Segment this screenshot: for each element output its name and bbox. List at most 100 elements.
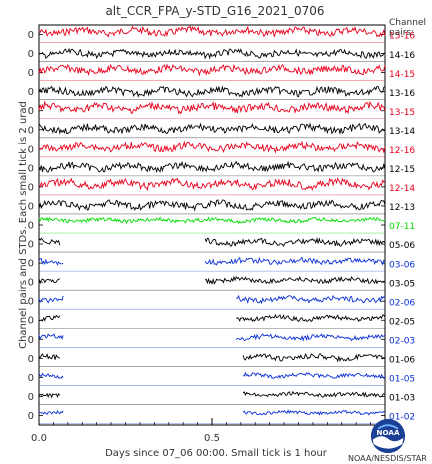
y-tick-label: 0	[28, 240, 34, 251]
y-axis-label: Channel pairs and STDs. Each small tick …	[18, 101, 29, 349]
y-tick-label: 0	[28, 125, 34, 136]
series-row: 0 02-03	[28, 333, 415, 348]
series-row: 0 13-14	[28, 122, 415, 139]
legend-entry: 12-15	[389, 165, 415, 175]
series-row: 0 05-06	[28, 236, 415, 253]
series-line	[38, 63, 386, 77]
x-tick-label: 0.5	[204, 433, 220, 444]
series-line	[38, 47, 386, 60]
y-tick-label: 0	[28, 316, 34, 327]
legend-entry: 01-06	[389, 356, 415, 366]
legend-entry: 01-03	[389, 394, 415, 404]
series-row: 0 03-06	[28, 256, 415, 272]
y-tick-label: 0	[28, 297, 34, 308]
legend-entry: 05-06	[389, 241, 415, 251]
legend-entry: 01-05	[389, 375, 415, 385]
legend-entry: 01-02	[389, 413, 415, 423]
series-line	[38, 295, 64, 304]
y-tick-label: 0	[28, 30, 34, 41]
legend-entry: 02-06	[389, 298, 415, 308]
x-axis-label: Days since 07_06 00:00. Small tick is 1 …	[105, 448, 328, 459]
logo-text: NOAA	[376, 428, 399, 437]
series-row: 0 15-16	[28, 25, 415, 43]
plot-frame	[38, 24, 386, 426]
legend-entry: 13-16	[389, 89, 415, 99]
x-tick-label: 0.0	[31, 433, 47, 444]
series-row: 0 13-15	[28, 100, 415, 120]
series-line	[38, 25, 386, 39]
series-row: 0 12-16	[28, 140, 415, 158]
series-line	[38, 122, 386, 135]
series-row: 0 07-11	[28, 216, 415, 234]
y-tick-label: 0	[28, 87, 34, 98]
y-tick-label: 0	[28, 221, 34, 232]
legend-title: Channel pairs:	[389, 18, 426, 38]
series-line	[38, 160, 386, 174]
x-axis: 0.0 0.5	[31, 418, 371, 444]
series-row: 0 12-13	[28, 199, 415, 215]
series-line	[204, 275, 386, 286]
y-tick-label: 0	[28, 106, 34, 117]
y-tick-label: 0	[28, 392, 34, 403]
series-row: 0 01-03	[28, 390, 415, 405]
series-line	[38, 333, 64, 340]
series-line	[38, 392, 61, 399]
series-line	[235, 333, 386, 342]
series-line	[38, 177, 386, 192]
y-tick-label: 0	[28, 163, 34, 174]
series-row: 0 14-16	[28, 47, 415, 62]
y-tick-label: 0	[28, 335, 34, 346]
series-line	[242, 390, 386, 398]
legend-entry: 02-03	[389, 336, 415, 346]
legend-entry: 12-16	[389, 146, 415, 156]
series-line	[236, 294, 386, 305]
y-tick-label: 0	[28, 373, 34, 384]
series-row: 0 01-06	[28, 352, 415, 367]
series-row: 0 02-05	[28, 313, 415, 329]
series-line	[38, 216, 386, 225]
series-row: 0 13-16	[28, 85, 415, 100]
series-line	[38, 237, 61, 246]
y-tick-label: 0	[28, 144, 34, 155]
legend-entry: 15-16	[389, 32, 415, 42]
series-line	[204, 236, 386, 248]
legend-entry: 07-11	[389, 222, 415, 232]
legend-entry: 14-15	[389, 70, 415, 80]
y-tick-label: 0	[28, 354, 34, 365]
legend-entry: 12-14	[389, 184, 415, 194]
series-line	[242, 371, 386, 379]
legend-title-line: pairs:	[389, 28, 414, 38]
series-line	[204, 256, 386, 266]
series-row: 0 01-02	[28, 409, 415, 424]
series-rows: 0 15-16 0 14-16 0 14-15 0 13-16 0 13-15 0 13-14 0 12-…	[28, 25, 415, 424]
series-line	[38, 100, 386, 115]
series-row: 0 03-05	[28, 275, 415, 291]
legend-entry: 13-14	[389, 127, 415, 137]
series-line	[38, 372, 64, 380]
y-tick-label: 0	[28, 68, 34, 79]
credit-text: NOAA/NESDIS/STAR	[348, 454, 427, 463]
series-row: 0 14-15	[28, 63, 415, 81]
legend-entry: 14-16	[389, 51, 415, 61]
series-row: 0 12-15	[28, 160, 415, 177]
legend-entry: 12-13	[389, 203, 415, 213]
legend-title-line: Channel	[389, 18, 426, 28]
series-line	[242, 353, 386, 363]
y-tick-label: 0	[28, 201, 34, 212]
series-line	[38, 258, 64, 266]
legend-entry: 02-05	[389, 317, 415, 327]
series-line	[38, 314, 61, 322]
series-line	[38, 85, 386, 98]
series-row: 0 02-06	[28, 294, 415, 310]
legend-entry: 03-06	[389, 260, 415, 270]
series-row: 0 01-05	[28, 371, 415, 386]
series-line	[38, 278, 60, 285]
series-line	[38, 352, 61, 360]
legend-entry: 03-05	[389, 279, 415, 289]
series-line	[236, 313, 386, 323]
series-line	[38, 410, 64, 416]
chart-title: alt_CCR_FPA_y-STD_G16_2021_0706	[105, 4, 324, 18]
legend-entry: 13-15	[389, 108, 415, 118]
series-line	[242, 409, 386, 416]
